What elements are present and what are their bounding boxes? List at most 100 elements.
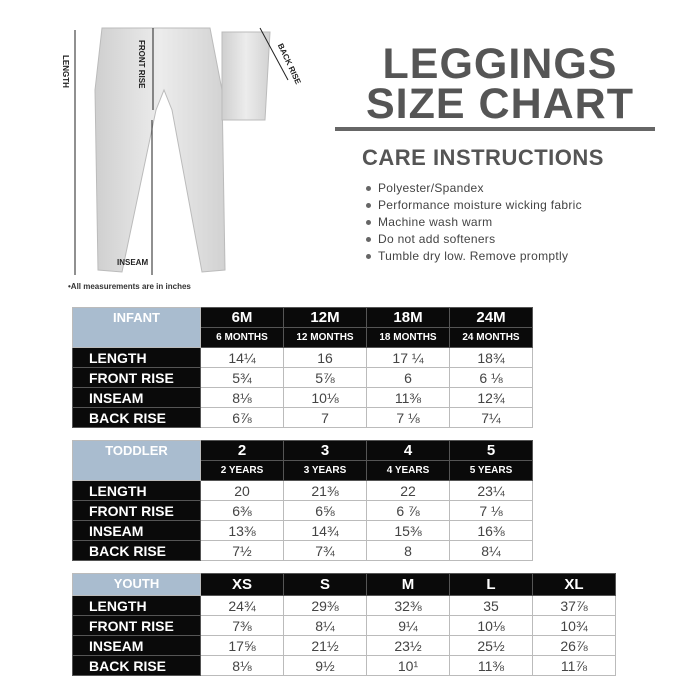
table-row: INSEAM 8⅛ 10⅛ 11⅜ 12¾ <box>72 387 533 408</box>
measurement-cell: 35 <box>449 595 533 616</box>
bullet-icon <box>366 254 371 260</box>
row-label: INSEAM <box>72 635 201 656</box>
care-text: Do not add softeners <box>378 232 496 246</box>
row-label: LENGTH <box>72 595 201 616</box>
measurement-cell: 14¾ <box>283 520 367 541</box>
measurement-cell: 14¼ <box>200 347 284 368</box>
size-header: 6M <box>200 307 284 328</box>
row-label: INSEAM <box>72 387 201 408</box>
care-title: CARE INSTRUCTIONS <box>362 145 604 170</box>
size-header: L <box>449 573 533 596</box>
age-subheader: 24 MONTHS <box>449 327 533 348</box>
measurement-cell: 18¾ <box>449 347 533 368</box>
measurement-cell: 11⅜ <box>449 655 533 676</box>
measurement-cell: 8¼ <box>449 540 533 561</box>
toddler-size-table: TODDLER 2 3 4 5 2 YEARS 3 YEARS 4 YEARS 5 YEARS L… <box>72 440 533 561</box>
row-label: LENGTH <box>72 480 201 501</box>
measurement-cell: 10¾ <box>532 615 616 636</box>
table-row: BACK RISE 7½ 7¾ 8 8¼ <box>72 540 533 561</box>
leggings-front <box>94 27 226 273</box>
table-row: FRONT RISE 5¾ 5⅞ 6 6 ⅛ <box>72 367 533 388</box>
care-item: Do not add softeners <box>366 231 582 248</box>
measurement-cell: 24¾ <box>200 595 284 616</box>
measurement-cell: 10⅛ <box>449 615 533 636</box>
measurement-cell: 10¹ <box>366 655 450 676</box>
size-header: 4 <box>366 440 450 461</box>
leggings-illustration <box>74 27 289 275</box>
measurement-cell: 10⅛ <box>283 387 367 408</box>
age-subheader: 4 YEARS <box>366 460 450 481</box>
size-header: S <box>283 573 367 596</box>
size-header: 24M <box>449 307 533 328</box>
measurement-cell: 32⅜ <box>366 595 450 616</box>
measurement-cell: 7¾ <box>283 540 367 561</box>
measurement-cell: 6⅝ <box>283 500 367 521</box>
measurement-cell: 6 ⅞ <box>366 500 450 521</box>
group-header: INFANT <box>72 307 201 348</box>
measurement-cell: 7⅜ <box>200 615 284 636</box>
size-header: 3 <box>283 440 367 461</box>
row-label: BACK RISE <box>72 540 201 561</box>
care-item: Performance moisture wicking fabric <box>366 197 582 214</box>
age-subheader: 2 YEARS <box>200 460 284 481</box>
infant-size-table: INFANT 6M 12M 18M 24M 6 MONTHS 12 MONTHS 18 MON… <box>72 307 533 428</box>
age-subheader: 3 YEARS <box>283 460 367 481</box>
subheader-row: 2 YEARS 3 YEARS 4 YEARS 5 YEARS <box>73 460 533 481</box>
care-text: Machine wash warm <box>378 215 493 229</box>
bullet-icon <box>366 237 371 243</box>
measurement-cell: 23½ <box>366 635 450 656</box>
age-subheader: 18 MONTHS <box>366 327 450 348</box>
measurement-cell: 6 ⅛ <box>449 367 533 388</box>
measurement-cell: 22 <box>366 480 450 501</box>
care-text: Tumble dry low. Remove promptly <box>378 249 569 263</box>
row-label: FRONT RISE <box>72 615 201 636</box>
header-row: YOUTH XS S M L XL <box>72 573 616 596</box>
group-header: YOUTH <box>72 573 201 596</box>
title-line2: SIZE CHART <box>366 80 634 128</box>
table-row: LENGTH 20 21⅜ 22 23¼ <box>72 480 533 501</box>
row-label: FRONT RISE <box>72 367 201 388</box>
measurement-cell: 11⅜ <box>366 387 450 408</box>
measurement-cell: 29⅜ <box>283 595 367 616</box>
measurement-cell: 9½ <box>283 655 367 676</box>
size-header: 18M <box>366 307 450 328</box>
divider <box>335 127 655 131</box>
table-row: FRONT RISE 7⅜ 8¼ 9¼ 10⅛ 10¾ <box>72 615 616 636</box>
care-text: Polyester/Spandex <box>378 181 484 195</box>
size-header: M <box>366 573 450 596</box>
table-row: INSEAM 13⅜ 14¾ 15⅜ 16⅜ <box>72 520 533 541</box>
measurement-cell: 7 ⅛ <box>366 407 450 428</box>
row-label: BACK RISE <box>72 655 201 676</box>
measurement-cell: 6⅞ <box>200 407 284 428</box>
measurement-cell: 7½ <box>200 540 284 561</box>
table-row: BACK RISE 8⅛ 9½ 10¹ 11⅜ 11⅞ <box>72 655 616 676</box>
title-line1: LEGGINGS <box>382 40 618 88</box>
age-subheader: 12 MONTHS <box>283 327 367 348</box>
measurement-cell: 21⅜ <box>283 480 367 501</box>
leggings-back-view <box>221 31 271 121</box>
measurement-cell: 25½ <box>449 635 533 656</box>
measurement-cell: 6⅜ <box>200 500 284 521</box>
youth-size-table: YOUTH XS S M L XL LENGTH 24¾ 29⅜ 32⅜ 35 37⅞ FRONT RI… <box>72 573 616 676</box>
measurement-cell: 17⅝ <box>200 635 284 656</box>
length-label: LENGTH <box>61 55 70 88</box>
measurement-cell: 15⅜ <box>366 520 450 541</box>
row-label: FRONT RISE <box>72 500 201 521</box>
table-row: LENGTH 24¾ 29⅜ 32⅜ 35 37⅞ <box>72 595 616 616</box>
bullet-icon <box>366 220 371 226</box>
size-header: XS <box>200 573 284 596</box>
measurement-cell: 7¼ <box>449 407 533 428</box>
measurement-cell: 6 <box>366 367 450 388</box>
header-row: INFANT 6M 12M 18M 24M <box>72 307 533 348</box>
care-item: Machine wash warm <box>366 214 582 231</box>
measurement-cell: 37⅞ <box>532 595 616 616</box>
bullet-icon <box>366 186 371 192</box>
measurement-cell: 17 ¼ <box>366 347 450 368</box>
front-rise-label: FRONT RISE <box>137 40 146 89</box>
group-header: TODDLER <box>72 440 201 481</box>
measurement-cell: 8 <box>366 540 450 561</box>
care-list: Polyester/Spandex Performance moisture w… <box>366 180 582 265</box>
row-label: LENGTH <box>72 347 201 368</box>
size-header: 5 <box>449 440 533 461</box>
